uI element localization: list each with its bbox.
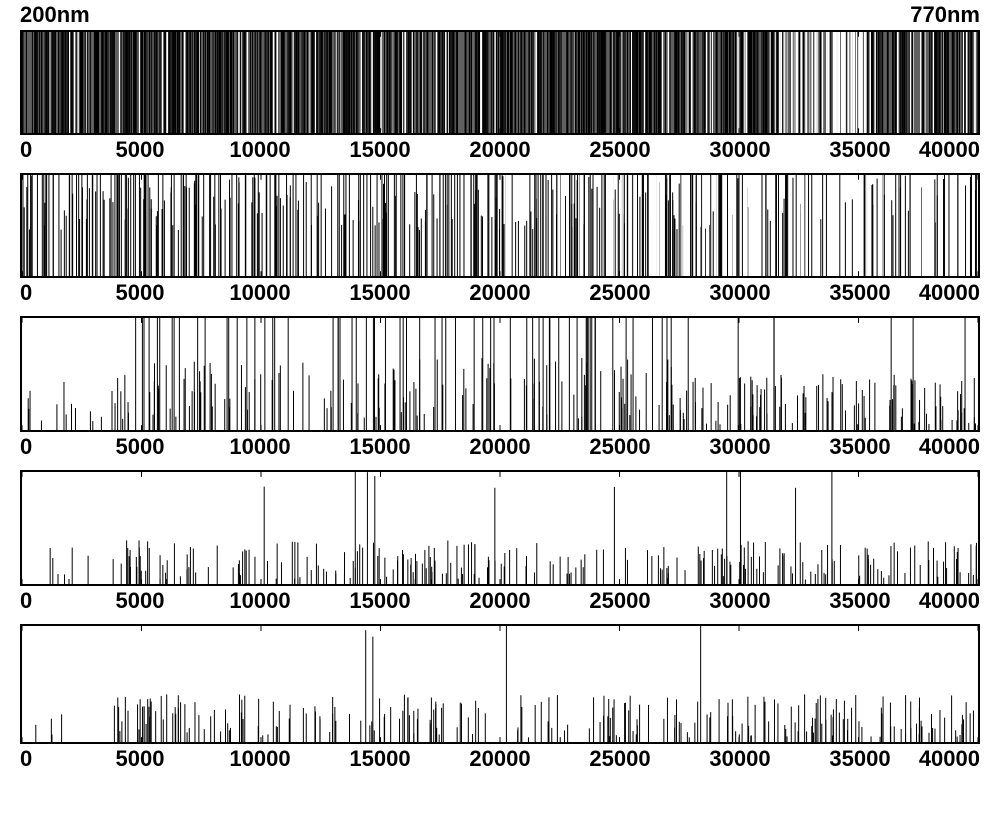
wavelength-left-label: 200nm xyxy=(20,2,90,28)
x-tick-label: 15000 xyxy=(349,588,410,614)
x-tick-label: 10000 xyxy=(229,588,290,614)
x-tick-label: 35000 xyxy=(829,588,890,614)
x-tick-label: 0 xyxy=(20,746,32,772)
spectrum-5-x-axis: 0 5000 10000 15000 20000 25000 30000 35000 40000 xyxy=(20,746,980,776)
spectrum-3: 0 5000 10000 15000 20000 25000 30000 35000 40000 xyxy=(20,316,980,464)
x-tick-label: 25000 xyxy=(589,434,650,460)
x-tick-label: 15000 xyxy=(349,434,410,460)
x-tick-label: 15000 xyxy=(349,280,410,306)
spectrum-1-plot xyxy=(20,30,980,135)
spectrum-2: 0 5000 10000 15000 20000 25000 30000 35000 40000 xyxy=(20,173,980,310)
x-tick-label: 20000 xyxy=(469,434,530,460)
x-tick-label: 15000 xyxy=(349,137,410,163)
x-tick-label: 25000 xyxy=(589,746,650,772)
x-tick-label: 35000 xyxy=(829,280,890,306)
x-tick-label: 35000 xyxy=(829,746,890,772)
x-tick-label: 15000 xyxy=(349,746,410,772)
x-tick-label: 30000 xyxy=(709,280,770,306)
wavelength-right-label: 770nm xyxy=(910,2,980,28)
x-tick-label: 20000 xyxy=(469,137,530,163)
x-tick-label: 0 xyxy=(20,137,32,163)
x-tick-label: 30000 xyxy=(709,137,770,163)
x-tick-label: 40000 xyxy=(919,746,980,772)
spectrum-3-plot xyxy=(20,316,980,432)
x-tick-label: 25000 xyxy=(589,137,650,163)
x-tick-label: 0 xyxy=(20,280,32,306)
x-tick-label: 5000 xyxy=(116,746,165,772)
spectrum-4-plot xyxy=(20,470,980,586)
x-tick-label: 20000 xyxy=(469,746,530,772)
spectrum-3-x-axis: 0 5000 10000 15000 20000 25000 30000 35000 40000 xyxy=(20,434,980,464)
x-tick-label: 10000 xyxy=(229,746,290,772)
x-tick-label: 40000 xyxy=(919,137,980,163)
x-tick-label: 0 xyxy=(20,588,32,614)
x-tick-label: 5000 xyxy=(116,280,165,306)
x-tick-label: 40000 xyxy=(919,588,980,614)
x-tick-label: 25000 xyxy=(589,280,650,306)
x-tick-label: 35000 xyxy=(829,434,890,460)
spectrum-5-plot xyxy=(20,624,980,744)
x-tick-label: 10000 xyxy=(229,280,290,306)
spectrum-4: 0 5000 10000 15000 20000 25000 30000 35000 40000 xyxy=(20,470,980,618)
panels-container: 0 5000 10000 15000 20000 25000 30000 35000 40000… xyxy=(0,30,1000,792)
x-tick-label: 10000 xyxy=(229,434,290,460)
x-tick-label: 10000 xyxy=(229,137,290,163)
x-tick-label: 25000 xyxy=(589,588,650,614)
spectrum-2-plot xyxy=(20,173,980,278)
spectrum-4-x-axis: 0 5000 10000 15000 20000 25000 30000 35000 40000 xyxy=(20,588,980,618)
x-tick-label: 30000 xyxy=(709,434,770,460)
x-tick-label: 30000 xyxy=(709,588,770,614)
x-tick-label: 30000 xyxy=(709,746,770,772)
wavelength-header: 200nm 770nm xyxy=(0,0,1000,30)
x-tick-label: 5000 xyxy=(116,137,165,163)
x-tick-label: 20000 xyxy=(469,588,530,614)
spectrum-1: 0 5000 10000 15000 20000 25000 30000 35000 40000 xyxy=(20,30,980,167)
x-tick-label: 0 xyxy=(20,434,32,460)
spectrum-1-x-axis: 0 5000 10000 15000 20000 25000 30000 35000 40000 xyxy=(20,137,980,167)
x-tick-label: 35000 xyxy=(829,137,890,163)
x-tick-label: 40000 xyxy=(919,280,980,306)
x-tick-label: 20000 xyxy=(469,280,530,306)
spectrum-5: 0 5000 10000 15000 20000 25000 30000 35000 40000 xyxy=(20,624,980,776)
x-tick-label: 5000 xyxy=(116,434,165,460)
spectrum-2-x-axis: 0 5000 10000 15000 20000 25000 30000 35000 40000 xyxy=(20,280,980,310)
x-tick-label: 40000 xyxy=(919,434,980,460)
x-tick-label: 5000 xyxy=(116,588,165,614)
